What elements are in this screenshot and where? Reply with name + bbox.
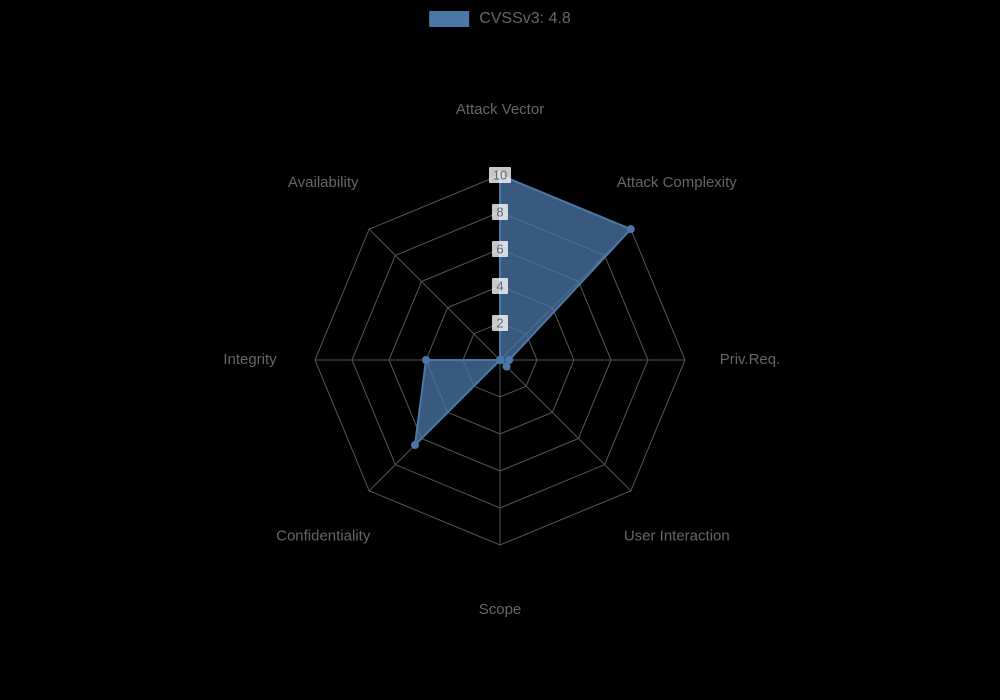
data-point	[497, 357, 504, 364]
data-point	[411, 442, 418, 449]
legend-label: CVSSv3: 4.8	[479, 10, 571, 28]
data-point	[506, 357, 513, 364]
axis-label: Confidentiality	[276, 528, 371, 545]
data-point	[503, 363, 510, 370]
axis-label: User Interaction	[624, 528, 730, 545]
axis-label: Priv.Req.	[720, 351, 781, 368]
tick-label: 4	[496, 278, 503, 293]
data-point	[423, 357, 430, 364]
tick-label: 2	[496, 315, 503, 330]
tick-label: 10	[493, 167, 507, 182]
axis-label: Availability	[288, 174, 359, 191]
data-polygon	[415, 175, 631, 445]
tick-label: 6	[496, 241, 503, 256]
axis-label: Scope	[479, 601, 522, 618]
radar-chart-container: CVSSv3: 4.8 2 4 6 8 10 Attack Vector Attack Co…	[0, 0, 1000, 700]
axis-label: Integrity	[223, 351, 277, 368]
legend-swatch	[429, 11, 469, 27]
radar-chart-svg: 2 4 6 8 10 Attack Vector Attack Complexity Priv…	[0, 0, 1000, 700]
axis-label: Attack Complexity	[617, 174, 738, 191]
tick-label: 8	[496, 204, 503, 219]
legend: CVSSv3: 4.8	[429, 10, 571, 28]
axis-label: Attack Vector	[456, 101, 544, 118]
data-point	[627, 226, 634, 233]
